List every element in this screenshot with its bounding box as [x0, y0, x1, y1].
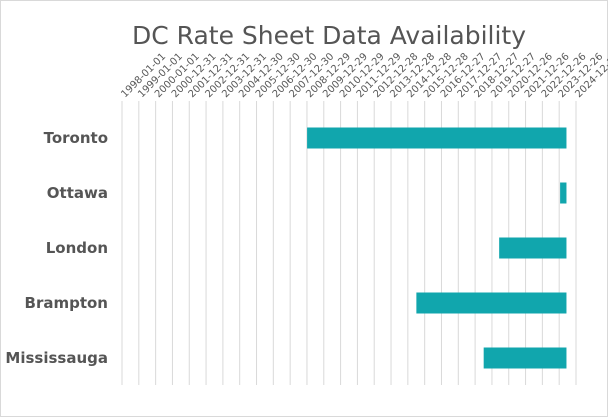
bar-toronto — [307, 127, 567, 149]
bar-brampton — [416, 292, 567, 314]
category-label-brampton: Brampton — [25, 294, 108, 312]
bar-mississauga — [483, 347, 567, 369]
bars — [307, 127, 567, 369]
category-label-ottawa: Ottawa — [47, 184, 108, 202]
x-tick-labels: 1998-01-011999-01-012000-01-012000-12-31… — [119, 51, 608, 100]
chart-title: DC Rate Sheet Data Availability — [132, 21, 526, 50]
category-label-mississauga: Mississauga — [5, 349, 108, 367]
category-label-london: London — [46, 239, 108, 257]
category-labels: Toronto Ottawa London Brampton Mississauga — [5, 129, 108, 367]
bar-london — [499, 237, 567, 259]
bar-ottawa — [560, 182, 567, 204]
category-label-toronto: Toronto — [44, 129, 108, 147]
